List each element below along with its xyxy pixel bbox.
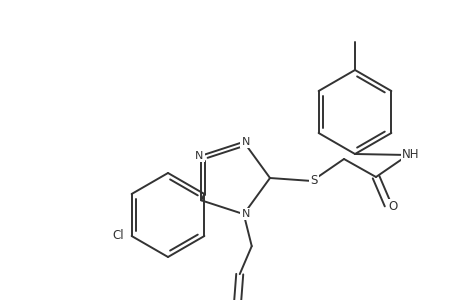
Text: S: S (310, 175, 317, 188)
Text: N: N (195, 151, 203, 161)
Text: N: N (241, 209, 249, 219)
Text: Cl: Cl (112, 230, 123, 242)
Text: NH: NH (401, 148, 419, 161)
Text: O: O (387, 200, 397, 214)
Text: N: N (241, 137, 249, 147)
